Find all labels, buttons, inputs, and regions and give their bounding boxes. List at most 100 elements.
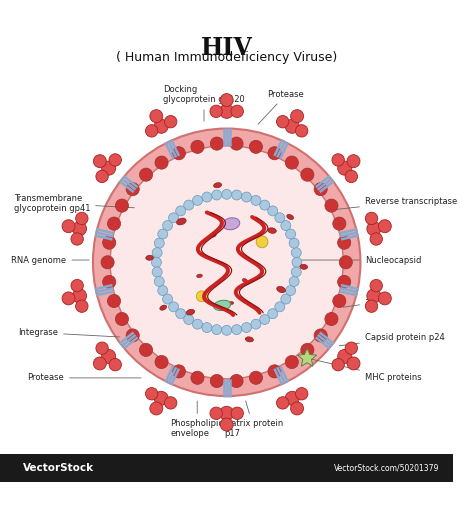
Circle shape: [241, 322, 252, 333]
Circle shape: [139, 168, 153, 181]
Ellipse shape: [210, 233, 216, 237]
Circle shape: [220, 418, 233, 431]
Circle shape: [232, 324, 242, 335]
Circle shape: [251, 195, 261, 205]
Ellipse shape: [197, 274, 202, 278]
Circle shape: [126, 329, 139, 342]
Circle shape: [146, 125, 158, 137]
Circle shape: [212, 190, 222, 200]
Text: Protease: Protease: [258, 90, 304, 124]
Circle shape: [103, 236, 116, 249]
Circle shape: [202, 192, 212, 202]
Circle shape: [365, 212, 378, 225]
Ellipse shape: [162, 199, 292, 326]
Circle shape: [139, 343, 153, 357]
Circle shape: [268, 309, 278, 319]
Circle shape: [286, 286, 296, 295]
Circle shape: [164, 115, 177, 128]
Circle shape: [286, 229, 296, 239]
Text: Integrase: Integrase: [18, 328, 119, 337]
Circle shape: [192, 319, 202, 329]
Circle shape: [172, 147, 185, 160]
Circle shape: [249, 371, 263, 384]
Circle shape: [295, 387, 308, 400]
Circle shape: [163, 294, 173, 304]
Circle shape: [268, 365, 281, 378]
Ellipse shape: [229, 301, 234, 305]
Ellipse shape: [287, 215, 293, 220]
Circle shape: [325, 312, 338, 326]
Text: Transmembrane
glycoprotein gp41: Transmembrane glycoprotein gp41: [14, 194, 134, 213]
Circle shape: [291, 267, 301, 277]
Text: VectorStock.com/50201379: VectorStock.com/50201379: [334, 463, 440, 473]
Circle shape: [291, 248, 301, 258]
Circle shape: [337, 236, 351, 249]
Circle shape: [295, 125, 308, 137]
Circle shape: [164, 397, 177, 409]
Text: VectorStock: VectorStock: [23, 463, 94, 473]
Circle shape: [260, 200, 270, 210]
Circle shape: [365, 300, 378, 312]
Ellipse shape: [223, 218, 240, 230]
Circle shape: [285, 356, 299, 368]
Circle shape: [230, 137, 243, 150]
Text: Reverse transcriptase: Reverse transcriptase: [332, 197, 457, 210]
Circle shape: [260, 315, 270, 324]
Text: ( Human Immunodeficiency Viruse): ( Human Immunodeficiency Viruse): [116, 52, 337, 64]
Circle shape: [101, 350, 116, 363]
Circle shape: [196, 291, 207, 301]
Circle shape: [314, 329, 327, 342]
Circle shape: [169, 213, 179, 223]
Circle shape: [154, 119, 168, 133]
Circle shape: [109, 154, 121, 166]
Circle shape: [314, 182, 327, 196]
Circle shape: [337, 275, 351, 289]
Circle shape: [212, 324, 222, 335]
Circle shape: [378, 220, 392, 233]
Circle shape: [210, 375, 223, 387]
Circle shape: [325, 199, 338, 212]
Text: HIV: HIV: [201, 36, 253, 60]
Text: Nucleocapsid: Nucleocapsid: [302, 256, 421, 265]
Circle shape: [192, 195, 202, 205]
Circle shape: [158, 229, 168, 239]
Circle shape: [110, 146, 343, 379]
Circle shape: [96, 342, 108, 354]
Circle shape: [339, 256, 352, 269]
Circle shape: [289, 238, 299, 248]
Circle shape: [347, 357, 360, 370]
Circle shape: [126, 182, 139, 196]
Circle shape: [285, 119, 299, 133]
Text: Protease: Protease: [27, 374, 141, 382]
Text: Tat: Tat: [343, 298, 377, 308]
Circle shape: [337, 350, 352, 363]
Circle shape: [222, 326, 232, 335]
Circle shape: [292, 258, 302, 267]
Circle shape: [154, 276, 164, 287]
Circle shape: [345, 342, 357, 354]
Circle shape: [71, 233, 83, 245]
Circle shape: [249, 140, 263, 153]
Circle shape: [210, 105, 222, 118]
Circle shape: [73, 289, 87, 303]
Text: RNA genome: RNA genome: [11, 256, 89, 265]
Circle shape: [154, 238, 164, 248]
Ellipse shape: [242, 278, 247, 283]
Circle shape: [222, 189, 232, 199]
Ellipse shape: [300, 264, 308, 269]
Circle shape: [176, 206, 186, 216]
Circle shape: [301, 168, 314, 181]
Circle shape: [370, 280, 383, 292]
Circle shape: [333, 217, 346, 230]
Circle shape: [176, 309, 186, 319]
Circle shape: [172, 365, 185, 378]
Circle shape: [150, 110, 163, 123]
Circle shape: [184, 315, 194, 324]
Circle shape: [281, 221, 291, 230]
Circle shape: [268, 147, 281, 160]
Circle shape: [285, 391, 299, 405]
Circle shape: [347, 155, 360, 168]
Circle shape: [101, 161, 116, 175]
Circle shape: [345, 170, 357, 182]
Polygon shape: [298, 348, 317, 366]
